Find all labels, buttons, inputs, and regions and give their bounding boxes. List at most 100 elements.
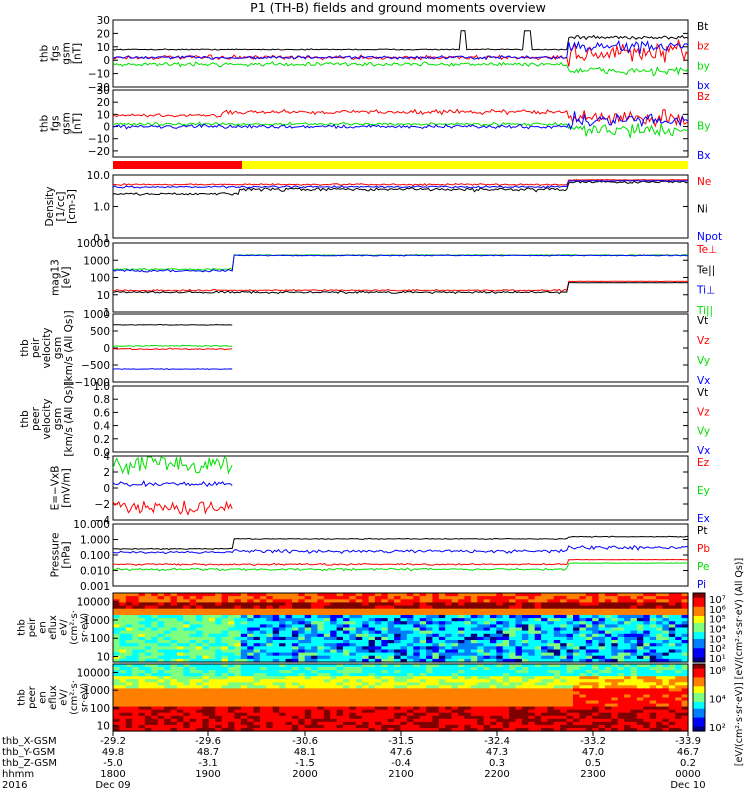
spec-cell <box>323 709 331 714</box>
xtick-x-3: -31.5 <box>388 736 414 747</box>
spec-cell <box>451 615 459 619</box>
spec-cell <box>368 664 376 668</box>
spec-cell <box>445 643 453 647</box>
spec-cell <box>464 649 472 654</box>
panel-frame-efield <box>112 455 689 521</box>
spec-cell <box>381 652 389 657</box>
spec-cell <box>144 596 152 600</box>
spec-cell <box>311 715 319 720</box>
spec-cell <box>598 649 606 654</box>
spec-cell <box>228 670 235 674</box>
spec-cell <box>470 721 478 726</box>
spec-cell <box>355 640 363 644</box>
spec-cell <box>291 608 299 613</box>
spec-cell <box>132 649 140 654</box>
spec-cell <box>196 593 204 597</box>
spec-cell <box>176 593 184 597</box>
spec-cell <box>215 664 223 668</box>
spec-cell <box>221 667 229 671</box>
xtick-y-6: 46.7 <box>677 747 699 758</box>
spec-cell <box>144 646 152 650</box>
spec-cell <box>521 627 529 632</box>
spec-cell <box>272 676 280 680</box>
spec-cell <box>323 615 331 619</box>
spec-cell <box>240 655 248 660</box>
spec-cell <box>374 618 382 622</box>
spec-cell <box>649 649 657 654</box>
spec-cell <box>189 715 197 720</box>
spec-cell <box>343 721 350 726</box>
ylabel-line-peir_vel-1: peir <box>30 337 42 358</box>
spec-cell <box>285 618 293 622</box>
spec-cell <box>215 596 223 600</box>
spec-cell <box>336 694 344 699</box>
spec-cell <box>151 676 159 680</box>
spec-cell <box>604 593 612 597</box>
spec-cell <box>157 593 165 597</box>
spec-cell <box>579 685 587 689</box>
spec-cell <box>285 724 293 729</box>
spec-cell <box>624 715 632 720</box>
spec-cell <box>138 649 146 654</box>
spec-cell <box>304 712 312 717</box>
spec-cell <box>451 649 459 654</box>
spec-cell <box>240 703 248 708</box>
spec-cell <box>592 673 600 677</box>
spec-cell <box>483 728 491 732</box>
spec-cell <box>304 646 312 650</box>
spec-cell <box>362 700 370 705</box>
spec-cell <box>438 694 446 699</box>
spec-cell <box>266 721 274 726</box>
spec-cell <box>157 655 165 660</box>
spec-cell <box>323 630 331 635</box>
spec-cell <box>189 706 197 711</box>
spec-cell <box>636 599 644 603</box>
spec-cell <box>234 611 242 616</box>
spec-cell <box>400 652 408 657</box>
spec-cell <box>355 602 363 607</box>
spec-cell <box>528 673 536 677</box>
spec-cell <box>458 685 465 689</box>
spec-cell <box>323 658 331 663</box>
spec-cell <box>170 633 178 638</box>
spec-cell <box>624 703 632 708</box>
spec-cell <box>502 658 510 663</box>
spec-cell <box>528 697 536 702</box>
spec-cell <box>221 649 229 654</box>
spec-cell <box>668 608 676 613</box>
spec-cell <box>496 703 504 708</box>
ytick-label-fgs_dsl-2: 10 <box>97 109 110 121</box>
ytick-label-peer_vel-4: 0.2 <box>93 434 110 446</box>
colorbar-peer-cell <box>693 679 705 683</box>
spec-cell <box>119 636 127 641</box>
spec-cell <box>381 697 389 702</box>
spec-cell <box>458 700 465 705</box>
spec-cell <box>681 664 689 668</box>
spec-cell <box>362 709 370 714</box>
spec-cell <box>573 685 580 689</box>
spec-cell <box>483 685 491 689</box>
spec-cell <box>477 706 485 711</box>
colorbar-peer-cell <box>693 668 705 672</box>
spec-cell <box>381 664 389 668</box>
spec-cell <box>573 627 580 632</box>
spec-cell <box>521 712 529 717</box>
spec-cell <box>624 685 632 689</box>
spec-cell <box>566 682 574 686</box>
spec-cell <box>362 593 370 597</box>
spec-cell <box>157 640 165 644</box>
spec-cell <box>413 602 421 607</box>
spec-cell <box>630 721 638 726</box>
spec-cell <box>560 667 568 671</box>
spec-cell <box>119 679 127 683</box>
spec-cell <box>374 605 382 610</box>
spec-cell <box>464 602 472 607</box>
spec-cell <box>579 706 587 711</box>
spec-cell <box>343 700 350 705</box>
spec-cell <box>234 643 242 647</box>
ylabel-peir_vel: thb peir velocity gsm [km/s (All Qs)] <box>19 310 75 385</box>
spec-cell <box>234 709 242 714</box>
spec-cell <box>355 611 363 616</box>
spec-cell <box>125 721 133 726</box>
spec-cell <box>585 605 593 610</box>
